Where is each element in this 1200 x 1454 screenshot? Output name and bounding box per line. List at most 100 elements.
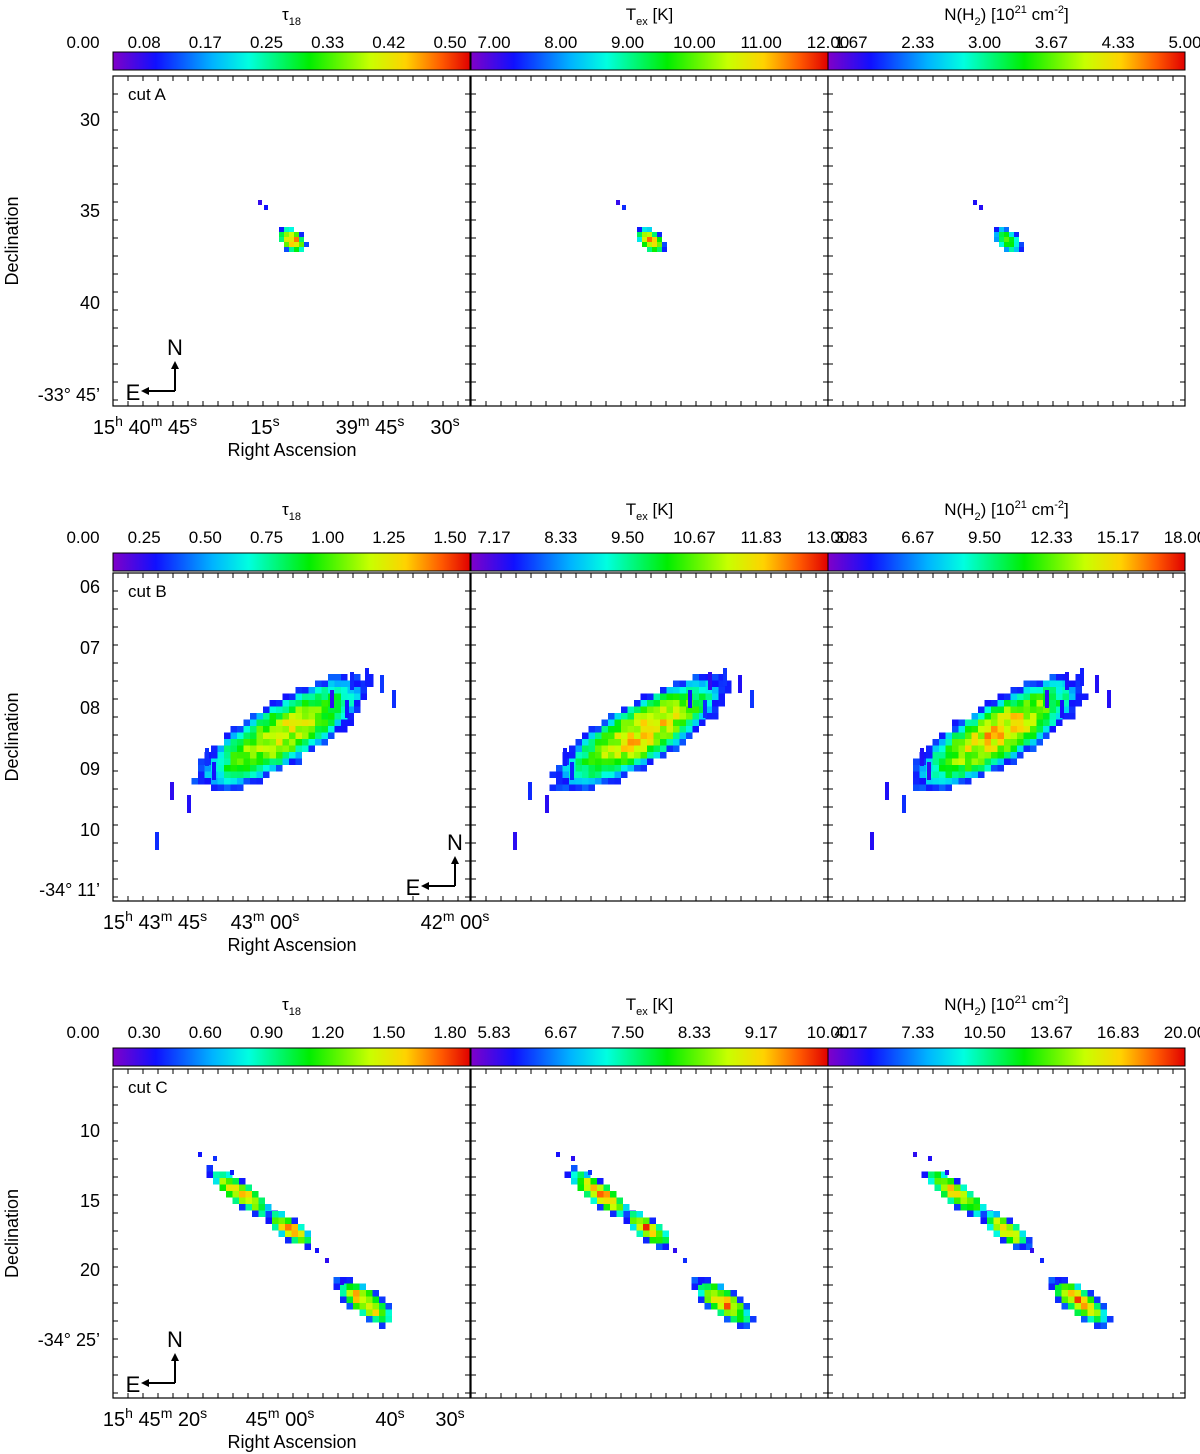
heatmap-cell xyxy=(224,784,231,791)
heatmap-cell xyxy=(334,693,341,700)
heatmap-cell xyxy=(673,1248,677,1253)
tick-hours: 15 xyxy=(103,1409,125,1431)
heatmap-cell xyxy=(315,732,322,739)
heatmap-cell xyxy=(1010,758,1017,765)
heatmap-cell xyxy=(711,1296,718,1303)
heatmap-cell xyxy=(686,726,693,733)
heatmap-cell xyxy=(204,771,211,778)
heatmap-cell xyxy=(354,693,361,700)
heatmap-cell xyxy=(1004,719,1011,726)
heatmap-cell xyxy=(597,1191,604,1198)
colorbar-title-end: ] xyxy=(1064,500,1069,519)
tick-minutes: 45 xyxy=(138,1409,160,1431)
heatmap-cell xyxy=(1074,1296,1081,1303)
heatmap-cell xyxy=(984,726,991,733)
heatmap-cell xyxy=(691,1277,698,1284)
colorbar-tick-label: 11.83 xyxy=(741,528,782,547)
heatmap-cell xyxy=(1023,719,1030,726)
colorbar-tick-label: 0.50 xyxy=(189,528,222,547)
heatmap-cell xyxy=(1017,706,1024,713)
heatmap-cell xyxy=(939,758,946,765)
colorbar xyxy=(112,1047,471,1067)
colorbar-title: τ18 xyxy=(282,5,301,28)
colorbar-tick-label: 11.00 xyxy=(741,33,782,52)
heatmap-cell xyxy=(315,719,322,726)
heatmap-cell xyxy=(1068,1296,1075,1303)
heatmap-cell xyxy=(291,1224,298,1231)
heatmap-cell xyxy=(1081,1309,1088,1316)
heatmap-cell xyxy=(692,693,699,700)
heatmap-cell xyxy=(245,1191,252,1198)
heatmap-cell xyxy=(652,242,657,247)
heatmap-cell xyxy=(346,1283,353,1290)
heatmap-cell xyxy=(627,745,634,752)
heatmap-cell xyxy=(997,719,1004,726)
heatmap-cell xyxy=(347,719,354,726)
panel-1-2: Tex [K] 7.00 8.00 9.00 10.00 11.00 12.00 xyxy=(470,5,849,407)
compass-east-label: E xyxy=(126,380,141,405)
colorbar-title-main: τ xyxy=(282,995,289,1014)
colorbar-tick-label: 8.33 xyxy=(678,1023,711,1042)
heatmap-cell xyxy=(1043,726,1050,733)
heatmap-cell xyxy=(237,726,244,733)
heatmap-cell xyxy=(1004,745,1011,752)
heatmap-cell xyxy=(718,687,725,694)
heatmap-cell xyxy=(590,1197,597,1204)
heatmap-cell xyxy=(263,771,270,778)
heatmap-cell xyxy=(299,242,304,247)
heatmap-cell xyxy=(232,1184,239,1191)
heatmap-cell xyxy=(997,726,1004,733)
heatmap-cell xyxy=(569,758,576,765)
heatmap-cell xyxy=(660,745,667,752)
heatmap-cell xyxy=(211,784,218,791)
heatmap-cell xyxy=(328,674,335,681)
heatmap-cell xyxy=(299,232,304,237)
heatmap-cell xyxy=(934,1178,941,1185)
heatmap-cell xyxy=(308,687,315,694)
tick-seconds: 20 xyxy=(178,1409,200,1431)
heatmap-cell xyxy=(627,765,634,772)
heatmap-cell xyxy=(392,690,396,708)
heatmap-cell xyxy=(279,227,284,232)
heatmap-cell xyxy=(1030,706,1037,713)
heatmap-cell xyxy=(1056,700,1063,707)
heatmap-cell xyxy=(315,1248,319,1253)
heatmap-cell xyxy=(885,782,889,800)
heatmap-cell xyxy=(217,765,224,772)
heatmap-cell xyxy=(582,739,589,746)
heatmap-cell xyxy=(952,726,959,733)
heatmap-cell xyxy=(569,745,576,752)
tick-seconds: 00 xyxy=(285,1409,307,1431)
heatmap-cell xyxy=(1006,1224,1013,1231)
heatmap-cell xyxy=(634,713,641,720)
heatmap-cell xyxy=(250,758,257,765)
heatmap-cell xyxy=(1004,237,1009,242)
heatmap-cell xyxy=(230,732,237,739)
heatmap-cell xyxy=(621,726,628,733)
heatmap-cell xyxy=(673,719,680,726)
heatmap-cell xyxy=(647,732,654,739)
heatmap-cell xyxy=(263,719,270,726)
heatmap-cell xyxy=(269,745,276,752)
heatmap-cell xyxy=(588,778,595,785)
heatmap-cell xyxy=(1036,700,1043,707)
heatmap-cell xyxy=(269,758,276,765)
tick-seconds-unit: s xyxy=(292,908,299,924)
heatmap-cell xyxy=(1069,713,1076,720)
colorbar-tick-label: 0.33 xyxy=(311,33,344,52)
heatmap-cell xyxy=(347,713,354,720)
heatmap-cell xyxy=(718,680,725,687)
heatmap-cell xyxy=(642,237,647,242)
heatmap-cell xyxy=(978,713,985,720)
heatmap-cell xyxy=(737,1303,744,1310)
north-arrowhead xyxy=(451,856,459,864)
heatmap-cell xyxy=(217,745,224,752)
heatmap-cell xyxy=(939,778,946,785)
colorbar-title: τ18 xyxy=(282,995,301,1018)
colorbar-tick-label: 9.00 xyxy=(611,33,644,52)
x-axis-label: Right Ascension xyxy=(227,935,356,955)
heatmap-cell xyxy=(952,771,959,778)
colorbar-tick-label: 10.50 xyxy=(963,1023,1006,1042)
heatmap-cell xyxy=(991,700,998,707)
heatmap-cell xyxy=(1004,227,1009,232)
